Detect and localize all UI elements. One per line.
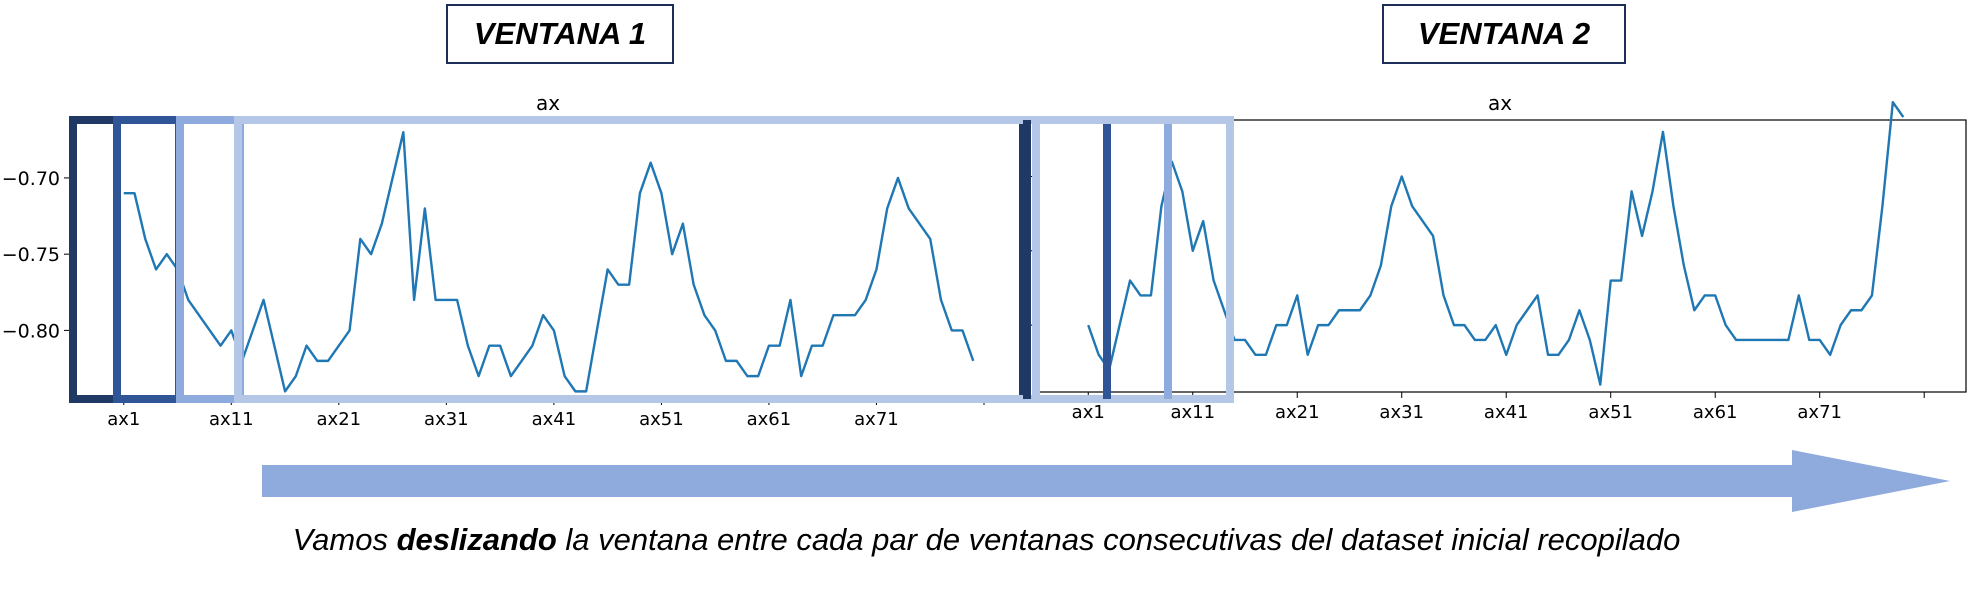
y-tick-label: −0.75 xyxy=(2,244,60,266)
x-tick-label: ax21 xyxy=(317,409,362,430)
chart-title: ax xyxy=(536,91,560,115)
series-line xyxy=(1087,100,1905,386)
x-tick-label: ax61 xyxy=(1693,402,1738,423)
window-frame-4 xyxy=(234,116,1234,403)
slide-arrow xyxy=(262,450,1950,512)
window-1-label: VENTANA 1 xyxy=(446,4,674,64)
chart-title: ax xyxy=(1488,91,1512,115)
window-frame-5 xyxy=(1032,116,1234,403)
x-tick-label: ax1 xyxy=(1072,402,1105,423)
x-tick-label: ax11 xyxy=(1170,402,1215,423)
x-tick-label: ax41 xyxy=(532,409,577,430)
window-frame-1 xyxy=(69,116,1027,403)
caption: Vamos deslizando la ventana entre cada p… xyxy=(0,522,1973,558)
window-frame-3 xyxy=(176,116,244,403)
x-tick-label: ax71 xyxy=(1797,402,1842,423)
x-tick-label: ax41 xyxy=(1484,402,1529,423)
caption-post: la ventana entre cada par de ventanas co… xyxy=(556,522,1681,557)
window-overlays xyxy=(69,116,1234,403)
chart-window-2: ax ax1 ax11 ax21 ax31 ax41 ax51 ax61 ax71 xyxy=(1031,91,1967,423)
y-tick-label: −0.70 xyxy=(2,168,60,190)
series-line xyxy=(123,130,975,393)
y-tick-label: −0.80 xyxy=(2,320,60,342)
x-tick-label: ax21 xyxy=(1275,402,1320,423)
x-tick-label: ax1 xyxy=(107,409,140,430)
window-2-label: VENTANA 2 xyxy=(1382,4,1626,64)
chart-window-1: ax −0.70 −0.75 −0.80 ax1 ax11 ax21 ax31 ax41 ax51… xyxy=(2,91,1028,430)
x-tick-label: ax61 xyxy=(747,409,792,430)
caption-pre: Vamos xyxy=(292,522,397,557)
x-tick-label: ax31 xyxy=(1379,402,1424,423)
x-tick-label: ax31 xyxy=(424,409,469,430)
x-tick-label: ax51 xyxy=(1588,402,1633,423)
plot-frame xyxy=(69,119,1028,400)
caption-bold: deslizando xyxy=(396,522,557,557)
x-tick-label: ax71 xyxy=(854,409,899,430)
arrow-shape xyxy=(262,450,1950,512)
x-tick-label: ax11 xyxy=(209,409,254,430)
x-tick-label: ax51 xyxy=(639,409,684,430)
